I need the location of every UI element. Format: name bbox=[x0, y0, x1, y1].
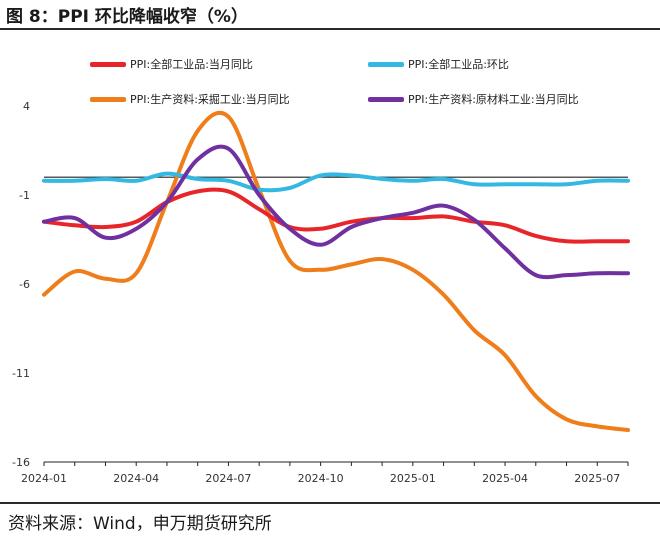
line-chart: 4 -1 -6 -11 -16 2024-01 2024-04 2024-07 2024-10 2… bbox=[12, 100, 630, 485]
series-line-raw-material-yoy bbox=[42, 144, 630, 280]
legend-swatch bbox=[90, 61, 126, 67]
x-tick-label: 2024-07 bbox=[205, 472, 251, 485]
x-tick-label: 2025-04 bbox=[482, 472, 528, 485]
x-tick-label: 2024-10 bbox=[298, 472, 344, 485]
x-tick-label: 2025-01 bbox=[390, 472, 436, 485]
legend-item-ppi-all-yoy: PPI:全部工业品:当月同比 bbox=[90, 56, 253, 72]
series-line-ppi-all-yoy bbox=[42, 187, 630, 244]
series-line-mining-yoy bbox=[42, 110, 630, 432]
x-tick-label: 2024-04 bbox=[113, 472, 159, 485]
legend-label: PPI:生产资料:原材料工业:当月同比 bbox=[408, 93, 579, 106]
figure-title: 图 8：PPI 环比降幅收窄（%） bbox=[6, 7, 248, 27]
legend-swatch bbox=[90, 96, 126, 102]
legend-label: PPI:全部工业品:环比 bbox=[408, 58, 509, 71]
y-tick-label: -16 bbox=[12, 456, 30, 469]
legend-swatch bbox=[368, 61, 404, 67]
legend-label: PPI:生产资料:采掘工业:当月同比 bbox=[130, 93, 290, 106]
top-rule bbox=[0, 28, 660, 30]
legend-label: PPI:全部工业品:当月同比 bbox=[130, 58, 253, 71]
y-tick-label: -11 bbox=[12, 367, 30, 380]
x-tick-label: 2025-07 bbox=[574, 472, 620, 485]
y-tick-label: -6 bbox=[19, 278, 30, 291]
source-note: 资料来源：Wind，申万期货研究所 bbox=[8, 514, 272, 534]
series-line-ppi-all-mom bbox=[42, 171, 630, 193]
bottom-rule bbox=[0, 502, 660, 504]
x-tick-label: 2024-01 bbox=[21, 472, 67, 485]
legend-swatch bbox=[368, 96, 404, 102]
y-tick-label: -1 bbox=[19, 189, 30, 202]
legend-item-ppi-all-mom: PPI:全部工业品:环比 bbox=[368, 56, 509, 72]
legend-item-mining-yoy: PPI:生产资料:采掘工业:当月同比 bbox=[90, 91, 290, 107]
legend-item-raw-material-yoy: PPI:生产资料:原材料工业:当月同比 bbox=[368, 91, 579, 107]
y-tick-label: 4 bbox=[23, 100, 30, 113]
